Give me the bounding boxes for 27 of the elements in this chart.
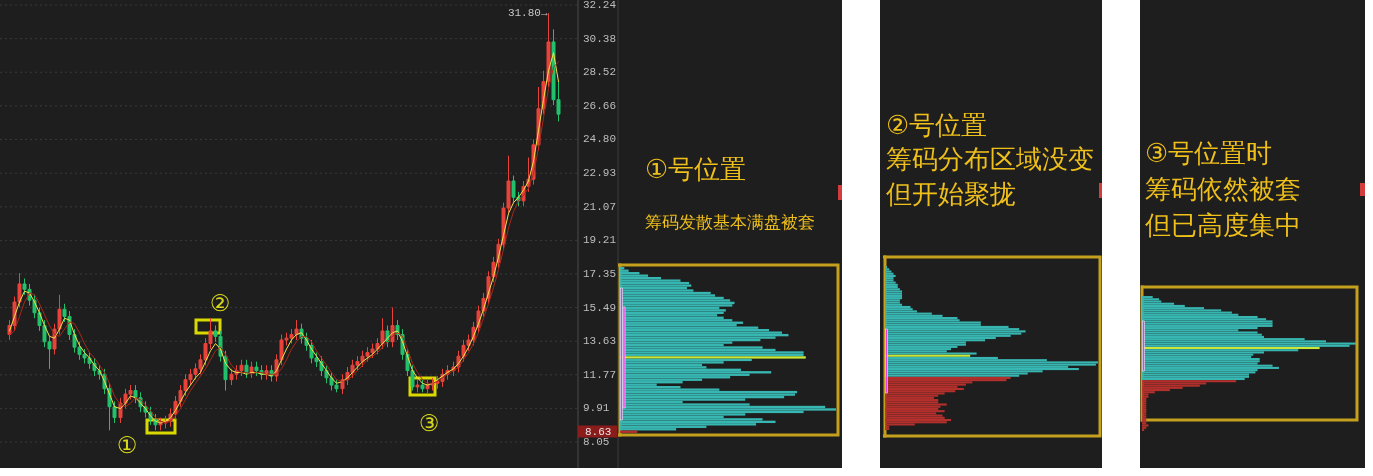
annotation: ②	[209, 290, 231, 316]
y-tick-label: 28.52	[583, 66, 617, 79]
annotation: 但开始聚拢	[886, 179, 1016, 209]
y-tick-label: 21.07	[583, 200, 617, 213]
y-tick-label: 19.21	[583, 234, 617, 247]
title: ②号位置	[886, 110, 988, 140]
annotation: ③	[418, 410, 440, 436]
y-tick-label: 30.38	[583, 32, 617, 45]
annotation: 筹码依然被套	[1145, 174, 1301, 204]
annotation: 筹码分布区域没变	[886, 144, 1094, 174]
y-tick-label: 8.05	[583, 435, 610, 448]
title: ①号位置	[645, 154, 747, 184]
y-tick-label: 15.49	[583, 301, 617, 314]
text: 8.63	[585, 425, 612, 438]
y-tick-label: 11.77	[583, 368, 617, 381]
annotation: 但已高度集中	[1145, 210, 1301, 240]
y-tick-label: 22.93	[583, 167, 617, 180]
y-tick-label: 26.66	[583, 99, 617, 112]
annotation: ①	[116, 432, 138, 458]
title: ③号位置时	[1145, 138, 1273, 168]
annotation: 筹码发散基本满盘被套	[645, 212, 815, 232]
y-tick-label: 17.35	[583, 268, 617, 281]
y-tick-label: 9.91	[583, 402, 610, 415]
annotation: 31.80→	[507, 7, 548, 20]
y-tick-label: 24.80	[583, 133, 617, 146]
y-tick-label: 13.63	[583, 335, 617, 348]
y-tick-label: 32.24	[583, 0, 617, 12]
